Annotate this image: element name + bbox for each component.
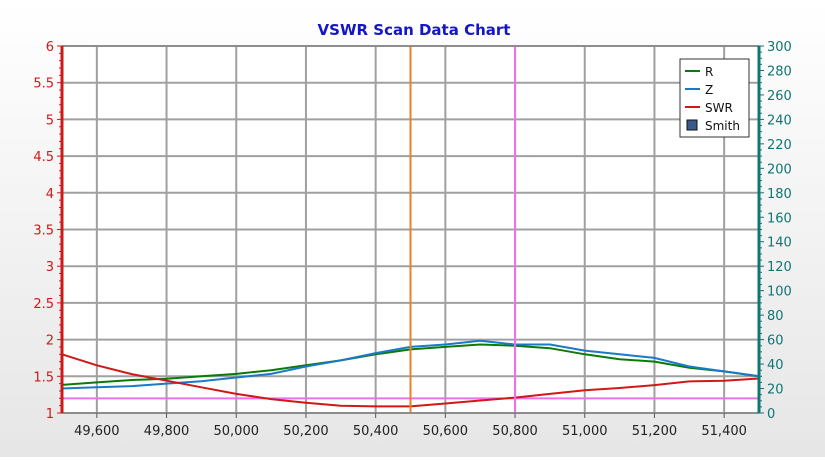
right-axis-tick-label: 80 [767, 309, 784, 324]
left-axis-tick-label: 5.5 [33, 77, 54, 92]
left-axis-tick-label: 2.5 [33, 297, 54, 312]
x-axis-tick-label: 50,000 [214, 424, 260, 439]
x-axis-tick-label: 51,200 [632, 424, 678, 439]
x-axis-tick-label: 49,600 [74, 424, 120, 439]
x-axis-tick-label: 50,200 [283, 424, 329, 439]
x-axis-tick-label: 50,600 [423, 424, 469, 439]
legend-label-z: Z [705, 83, 713, 97]
right-axis-tick-label: 120 [767, 260, 792, 275]
right-axis-tick-label: 0 [767, 407, 775, 422]
left-axis-tick-label: 1 [46, 407, 54, 422]
x-axis-tick-label: 50,800 [492, 424, 538, 439]
chart-title: VSWR Scan Data Chart [318, 21, 511, 39]
right-axis-tick-label: 240 [767, 113, 792, 128]
x-axis-tick-label: 51,000 [562, 424, 608, 439]
left-axis-tick-label: 3 [46, 260, 54, 275]
x-axis-tick-label: 49,800 [144, 424, 190, 439]
x-axis-tick-label: 51,400 [701, 424, 747, 439]
axes: 11.522.533.544.555.560204060801001201401… [33, 40, 792, 439]
x-axis-tick-label: 50,400 [353, 424, 399, 439]
right-axis-tick-label: 20 [767, 383, 784, 398]
left-axis-tick-label: 3.5 [33, 224, 54, 239]
left-axis-tick-label: 5 [46, 113, 54, 128]
left-axis-tick-label: 4.5 [33, 150, 54, 165]
right-axis-tick-label: 140 [767, 236, 792, 251]
legend-label-smith: Smith [705, 119, 740, 133]
right-axis-tick-label: 180 [767, 187, 792, 202]
right-axis-tick-label: 280 [767, 64, 792, 79]
legend-label-r: R [705, 65, 713, 79]
left-axis-tick-label: 4 [46, 187, 54, 202]
right-axis-tick-label: 40 [767, 358, 784, 373]
right-axis-tick-label: 260 [767, 89, 792, 104]
legend-swatch-smith [686, 119, 698, 131]
right-axis-tick-label: 200 [767, 162, 792, 177]
marker-lines [409, 46, 517, 413]
legend: RZ SWR Smith [679, 58, 750, 138]
right-axis-tick-label: 60 [767, 334, 784, 349]
left-axis-tick-label: 1.5 [33, 370, 54, 385]
right-axis-tick-label: 300 [767, 40, 792, 55]
right-axis-tick-label: 160 [767, 211, 792, 226]
right-axis-tick-label: 220 [767, 138, 792, 153]
left-axis-tick-label: 6 [46, 40, 54, 55]
right-axis-tick-label: 100 [767, 285, 792, 300]
legend-label-swr: SWR [705, 101, 733, 115]
left-axis-tick-label: 2 [46, 334, 54, 349]
